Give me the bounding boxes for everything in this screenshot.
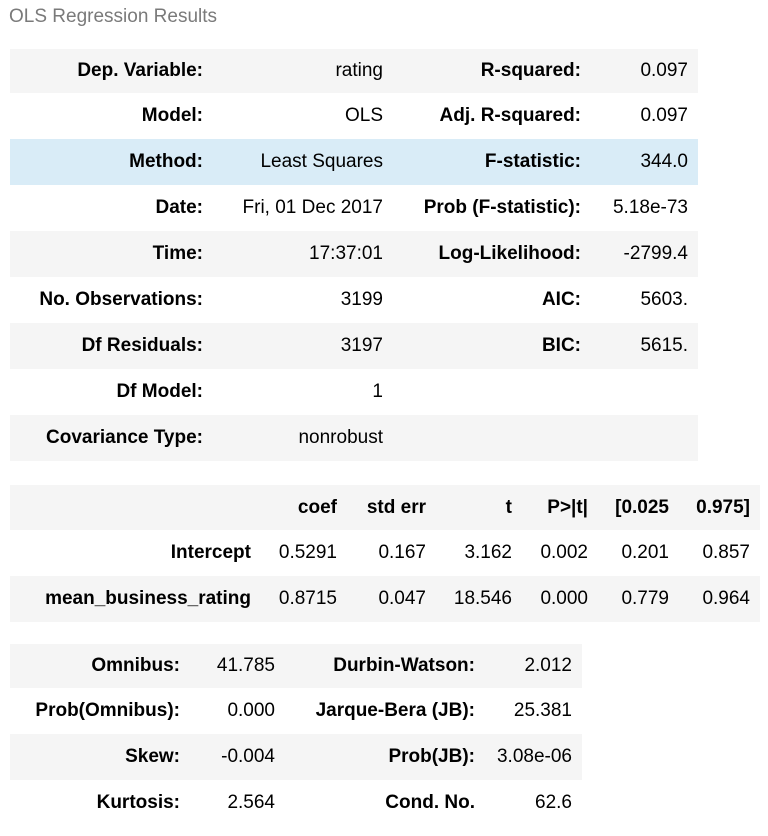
table-cell: 3.162	[464, 542, 512, 563]
table-cell: 0.047	[378, 588, 426, 609]
summary-label: No. Observations:	[39, 289, 203, 310]
table-cell: 0.201	[621, 542, 669, 563]
table-cell: 0.8715	[278, 588, 337, 609]
summary-row: Model: OLS Adj. R-squared: 0.097	[10, 93, 698, 139]
diagnostics-row: Omnibus: 41.785 Durbin-Watson: 2.012	[10, 644, 582, 688]
table-cell: 0.779	[621, 588, 669, 609]
summary-value: 5615.	[640, 335, 688, 356]
summary-label: Df Model:	[116, 381, 203, 402]
column-header	[10, 485, 261, 530]
summary-label: F-statistic:	[484, 151, 581, 172]
diagnostics-value: 0.000	[227, 700, 275, 721]
summary-value: 17:37:01	[309, 243, 383, 264]
summary-label: Method:	[129, 151, 203, 172]
summary-value	[591, 415, 698, 461]
summary-value: -2799.4	[623, 243, 688, 264]
summary-label: Adj. R-squared:	[439, 105, 581, 126]
summary-row: Date: Fri, 01 Dec 2017 Prob (F-statistic…	[10, 185, 698, 231]
summary-row: Time: 17:37:01 Log-Likelihood: -2799.4	[10, 231, 698, 277]
diagnostics-label: Cond. No.	[385, 792, 475, 813]
summary-row: Covariance Type: nonrobust	[10, 415, 698, 461]
diagnostics-label: Prob(Omnibus):	[35, 700, 180, 721]
summary-label: Prob (F-statistic):	[423, 197, 581, 218]
diagnostics-table: Omnibus: 41.785 Durbin-Watson: 2.012 Pro…	[10, 644, 582, 826]
summary-label: R-squared:	[480, 60, 581, 81]
summary-value: OLS	[344, 105, 383, 126]
summary-label: Date:	[155, 197, 203, 218]
summary-value: 3199	[340, 289, 383, 310]
column-header: coef	[297, 496, 337, 518]
summary-row-highlighted: Method: Least Squares F-statistic: 344.0	[10, 139, 698, 185]
row-label: Intercept	[170, 542, 251, 563]
table-cell: 0.002	[540, 542, 588, 563]
summary-label	[393, 369, 591, 415]
summary-value: 5.18e-73	[612, 197, 688, 218]
table-cell: 0.5291	[278, 542, 337, 563]
summary-value: 0.097	[640, 105, 688, 126]
summary-value: Least Squares	[260, 151, 383, 172]
summary-label: Covariance Type:	[46, 427, 203, 448]
diagnostics-value: 3.08e-06	[496, 746, 572, 767]
summary-value: 5603.	[640, 289, 688, 310]
coefficients-header-row: coef std err t P>|t| [0.025 0.975]	[10, 485, 760, 530]
diagnostics-label: Omnibus:	[91, 655, 180, 676]
diagnostics-label: Kurtosis:	[96, 792, 180, 813]
row-label: mean_business_rating	[45, 588, 251, 609]
table-row: mean_business_rating 0.8715 0.047 18.546…	[10, 576, 760, 622]
diagnostics-label: Durbin-Watson:	[333, 655, 475, 676]
results-caption: OLS Regression Results	[9, 6, 218, 27]
summary-row: Df Model: 1	[10, 369, 698, 415]
diagnostics-value: 62.6	[535, 792, 572, 813]
column-header: P>|t|	[547, 496, 588, 518]
diagnostics-value: 25.381	[513, 700, 572, 721]
table-cell: 0.857	[702, 542, 750, 563]
diagnostics-row: Kurtosis: 2.564 Cond. No. 62.6	[10, 780, 582, 826]
summary-label: Time:	[152, 243, 203, 264]
summary-value: Fri, 01 Dec 2017	[242, 197, 383, 218]
column-header: 0.975]	[696, 496, 750, 518]
coefficients-table: coef std err t P>|t| [0.025 0.975] Inter…	[10, 485, 760, 622]
summary-label: Dep. Variable:	[77, 60, 203, 81]
summary-label: Model:	[141, 105, 203, 126]
summary-value: 1	[372, 381, 383, 402]
diagnostics-row: Skew: -0.004 Prob(JB): 3.08e-06	[10, 734, 582, 780]
table-cell: 18.546	[453, 588, 512, 609]
diagnostics-label: Skew:	[125, 746, 180, 767]
diagnostics-value: 2.564	[227, 792, 275, 813]
table-cell: 0.964	[702, 588, 750, 609]
summary-table: Dep. Variable: rating R-squared: 0.097 M…	[10, 49, 698, 461]
column-header: t	[505, 496, 512, 518]
summary-row: No. Observations: 3199 AIC: 5603.	[10, 277, 698, 323]
summary-row: Dep. Variable: rating R-squared: 0.097	[10, 49, 698, 93]
diagnostics-value: 41.785	[216, 655, 275, 676]
summary-label: Log-Likelihood:	[438, 243, 581, 264]
diagnostics-value: 2.012	[524, 655, 572, 676]
diagnostics-value: -0.004	[221, 746, 275, 767]
summary-value: 344.0	[640, 151, 688, 172]
summary-label: BIC:	[541, 335, 581, 356]
summary-label	[393, 415, 591, 461]
summary-label: Df Residuals:	[81, 335, 203, 356]
summary-value: nonrobust	[298, 427, 383, 448]
column-header: std err	[366, 496, 426, 518]
summary-value: 3197	[340, 335, 383, 356]
summary-row: Df Residuals: 3197 BIC: 5615.	[10, 323, 698, 369]
table-row: Intercept 0.5291 0.167 3.162 0.002 0.201…	[10, 530, 760, 576]
summary-value	[591, 369, 698, 415]
diagnostics-row: Prob(Omnibus): 0.000 Jarque-Bera (JB): 2…	[10, 688, 582, 734]
diagnostics-label: Prob(JB):	[388, 746, 475, 767]
diagnostics-label: Jarque-Bera (JB):	[315, 700, 475, 721]
summary-value: 0.097	[640, 60, 688, 81]
summary-value: rating	[335, 60, 383, 81]
table-cell: 0.000	[540, 588, 588, 609]
summary-label: AIC:	[541, 289, 581, 310]
column-header: [0.025	[615, 496, 669, 518]
table-cell: 0.167	[378, 542, 426, 563]
